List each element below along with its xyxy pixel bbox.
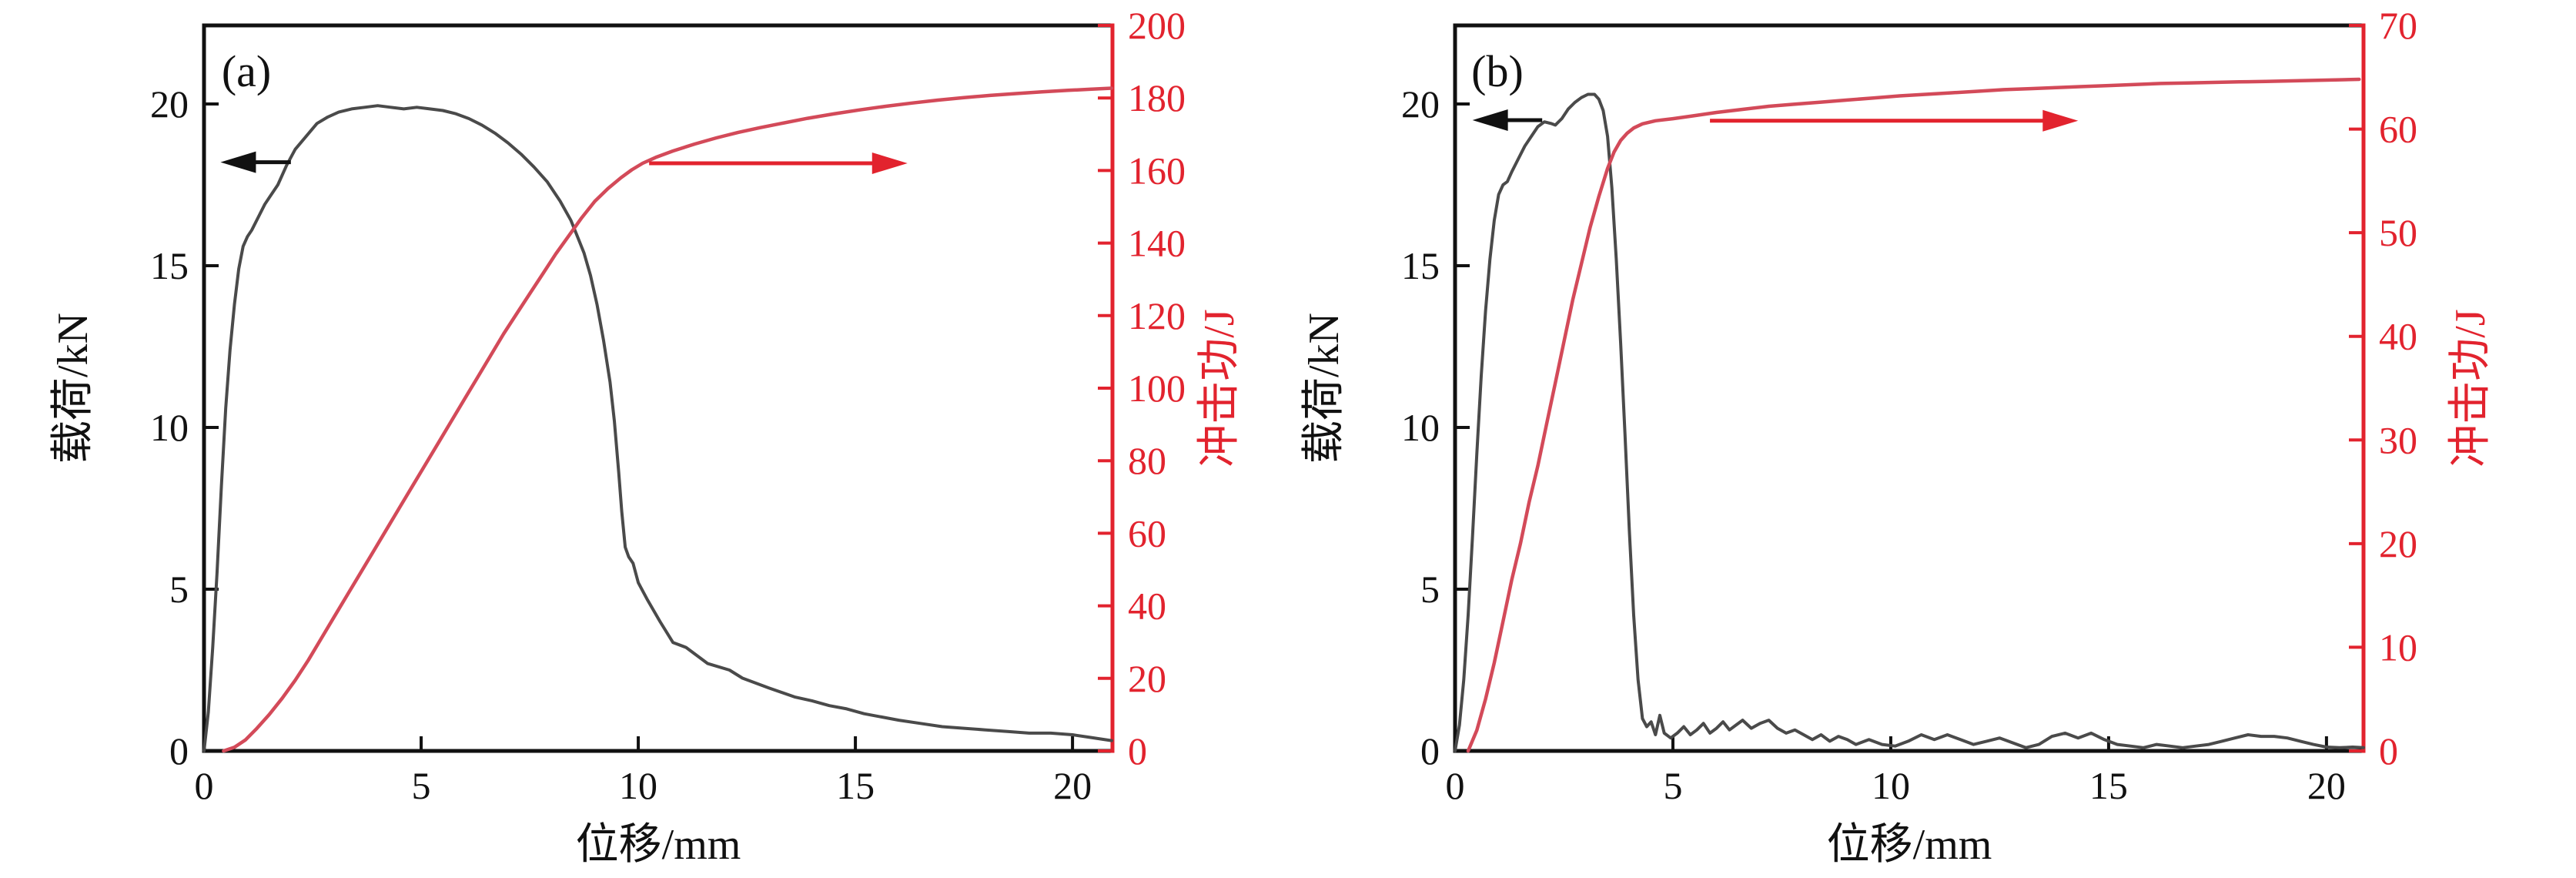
- y-right-tick-label: 0: [2379, 729, 2398, 772]
- y-left-tick-label: 10: [1401, 406, 1440, 449]
- y-right-tick-label: 70: [2379, 4, 2417, 47]
- y-right-tick-label: 20: [1128, 657, 1166, 700]
- load-curve: [202, 104, 1113, 752]
- y-right-tick-label: 180: [1128, 76, 1186, 119]
- x-tick-label: 10: [1872, 764, 1910, 807]
- x-tick-label: 15: [836, 764, 875, 807]
- x-tick-label: 5: [412, 764, 431, 807]
- arrowhead-right-icon: [871, 152, 908, 174]
- x-axis-title: 位移/mm: [1827, 821, 1992, 869]
- panel-label: (b): [1471, 46, 1524, 96]
- y-right-tick-label: 50: [2379, 211, 2417, 254]
- impact-energy-curve: [1466, 77, 2361, 753]
- y-right-tick-label: 0: [1128, 729, 1147, 772]
- y-right-tick-label: 30: [2379, 418, 2417, 461]
- y-left-tick-label: 20: [150, 82, 189, 126]
- impact-energy-curve: [222, 86, 1114, 753]
- y-right-tick-label: 60: [2379, 108, 2417, 151]
- y-right-tick-label: 140: [1128, 222, 1186, 265]
- y-left-tick-label: 5: [169, 568, 189, 611]
- arrow-to-right-axis: [1710, 109, 2079, 132]
- load-curve: [1454, 92, 2365, 752]
- y-right-tick-label: 200: [1128, 4, 1186, 47]
- x-tick-label: 5: [1663, 764, 1682, 807]
- y-right-tick-label: 40: [1128, 585, 1166, 628]
- y-right-tick-label: 20: [2379, 522, 2417, 565]
- y-left-tick-label: 20: [1401, 82, 1440, 126]
- arrow-to-left-axis: [220, 151, 291, 173]
- chart-panel-a: 0 5 10 15 2005101520020406080100120140160180…: [49, 4, 1243, 869]
- y-right-axis-title: 冲击功/J: [2447, 309, 2494, 467]
- y-right-tick-label: 120: [1128, 294, 1186, 337]
- y-right-axis-title: 冲击功/J: [1196, 309, 1243, 467]
- x-tick-label: 0: [1446, 764, 1465, 807]
- x-tick-label: 0: [195, 764, 214, 807]
- y-left-tick-label: 0: [169, 729, 189, 772]
- x-tick-label: 15: [2089, 764, 2128, 807]
- y-right-tick-label: 10: [2379, 625, 2417, 669]
- y-right-tick-label: 80: [1128, 439, 1166, 482]
- y-right-tick-label: 40: [2379, 315, 2417, 358]
- plot-border: [1453, 23, 2364, 753]
- y-left-tick-label: 5: [1420, 568, 1440, 611]
- y-right-tick-label: 60: [1128, 511, 1166, 555]
- y-left-tick-label: 15: [150, 244, 189, 287]
- arrowhead-left-icon: [1472, 109, 1508, 132]
- y-right-tick-label: 100: [1128, 367, 1186, 410]
- y-right-tick-label: 160: [1128, 149, 1186, 192]
- arrowhead-left-icon: [220, 151, 256, 173]
- x-axis-title: 位移/mm: [576, 821, 741, 869]
- y-left-tick-label: 10: [150, 406, 189, 449]
- y-left-axis-title: 载荷/kN: [1300, 313, 1348, 464]
- arrow-to-left-axis: [1472, 109, 1543, 132]
- arrow-to-right-axis: [649, 152, 908, 174]
- x-tick-label: 10: [619, 764, 657, 807]
- x-tick-label: 20: [2307, 764, 2346, 807]
- y-left-tick-label: 15: [1401, 244, 1440, 287]
- arrowhead-right-icon: [2042, 109, 2079, 132]
- plot-border: [202, 23, 1112, 753]
- x-tick-label: 20: [1053, 764, 1092, 807]
- chart-panel-b: 0 5 10 15 20 0 5 10 15 20 0 10 20 30 40 50 60 70 位移/mm 载荷/k…: [1300, 4, 2494, 869]
- panel-label: (a): [222, 46, 271, 96]
- y-left-tick-label: 0: [1420, 729, 1440, 772]
- y-left-axis-title: 载荷/kN: [49, 313, 97, 464]
